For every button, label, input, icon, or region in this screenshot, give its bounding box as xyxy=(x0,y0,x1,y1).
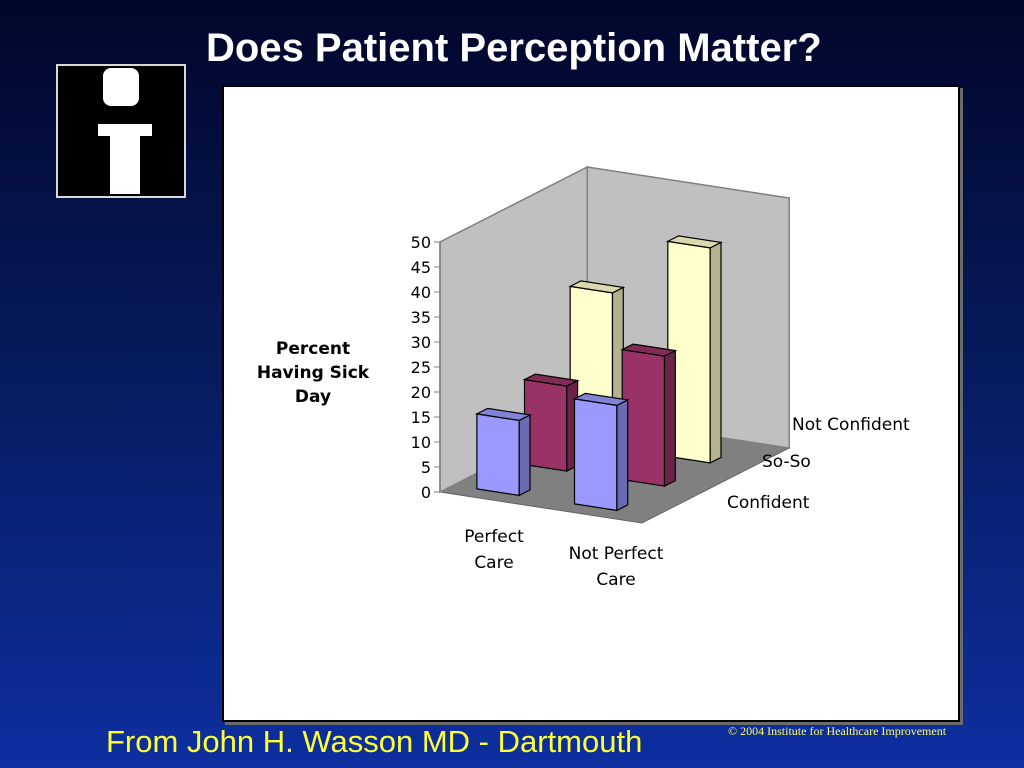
bar-front-face xyxy=(523,378,568,472)
chart-frame: 50 45 40 35 30 25 20 15 10 5 0 Percent Having Sick Da… xyxy=(222,85,960,722)
bar-side-face xyxy=(616,398,629,512)
bar-side-face xyxy=(709,241,722,464)
bar-top-face xyxy=(665,235,723,249)
y-tick-label: 5 xyxy=(421,458,431,477)
footer-credit: From John H. Wasson MD - Dartmouth xyxy=(106,724,643,759)
bar-top-face xyxy=(572,392,630,407)
series-label: Confident xyxy=(727,493,810,513)
bar-front-face xyxy=(476,413,520,497)
category-label-line: Care xyxy=(596,570,635,590)
category-label: Not Perfect Care xyxy=(569,544,664,590)
y-tick-label: 10 xyxy=(411,433,431,452)
bar-side-face xyxy=(518,413,531,497)
y-tick-label: 35 xyxy=(411,308,431,327)
category-label-line: Perfect xyxy=(464,527,524,547)
y-axis-title-line: Percent xyxy=(276,339,350,359)
y-axis-title: Percent Having Sick Day xyxy=(257,339,370,407)
bar-top-face xyxy=(474,407,532,422)
y-tick-label: 15 xyxy=(411,408,431,427)
copyright-text: © 2004 Institute for Healthcare Improvem… xyxy=(728,724,947,738)
info-i-glyph xyxy=(98,68,152,194)
y-tick-label: 40 xyxy=(411,283,431,302)
bar xyxy=(522,373,580,473)
bar-side-face xyxy=(663,349,676,488)
category-label: Perfect Care xyxy=(464,527,524,573)
bar xyxy=(572,392,630,512)
category-label-line: Not Perfect xyxy=(569,544,664,564)
bar xyxy=(474,407,532,497)
category-label-line: Care xyxy=(474,553,513,573)
y-tick-label: 50 xyxy=(411,233,431,252)
bar-top-face xyxy=(522,373,580,387)
y-axis-title-line: Having Sick xyxy=(257,363,370,383)
bar-top-face xyxy=(620,343,678,357)
y-tick-label: 20 xyxy=(411,383,431,402)
y-axis-title-line: Day xyxy=(295,387,331,407)
bar xyxy=(665,235,723,464)
bar-front-face xyxy=(621,348,666,487)
slide-title: Does Patient Perception Matter? xyxy=(206,26,822,70)
y-tick-label: 30 xyxy=(411,333,431,352)
y-tick-label: 0 xyxy=(421,483,431,502)
bar xyxy=(620,343,678,488)
y-tick-label: 45 xyxy=(411,258,431,277)
bar-front-face xyxy=(573,398,618,512)
info-i-icon xyxy=(56,64,186,198)
series-label: So-So xyxy=(762,452,811,472)
series-label: Not Confident xyxy=(792,415,910,435)
bar-top-face xyxy=(568,280,626,294)
y-tick-label: 25 xyxy=(411,358,431,377)
